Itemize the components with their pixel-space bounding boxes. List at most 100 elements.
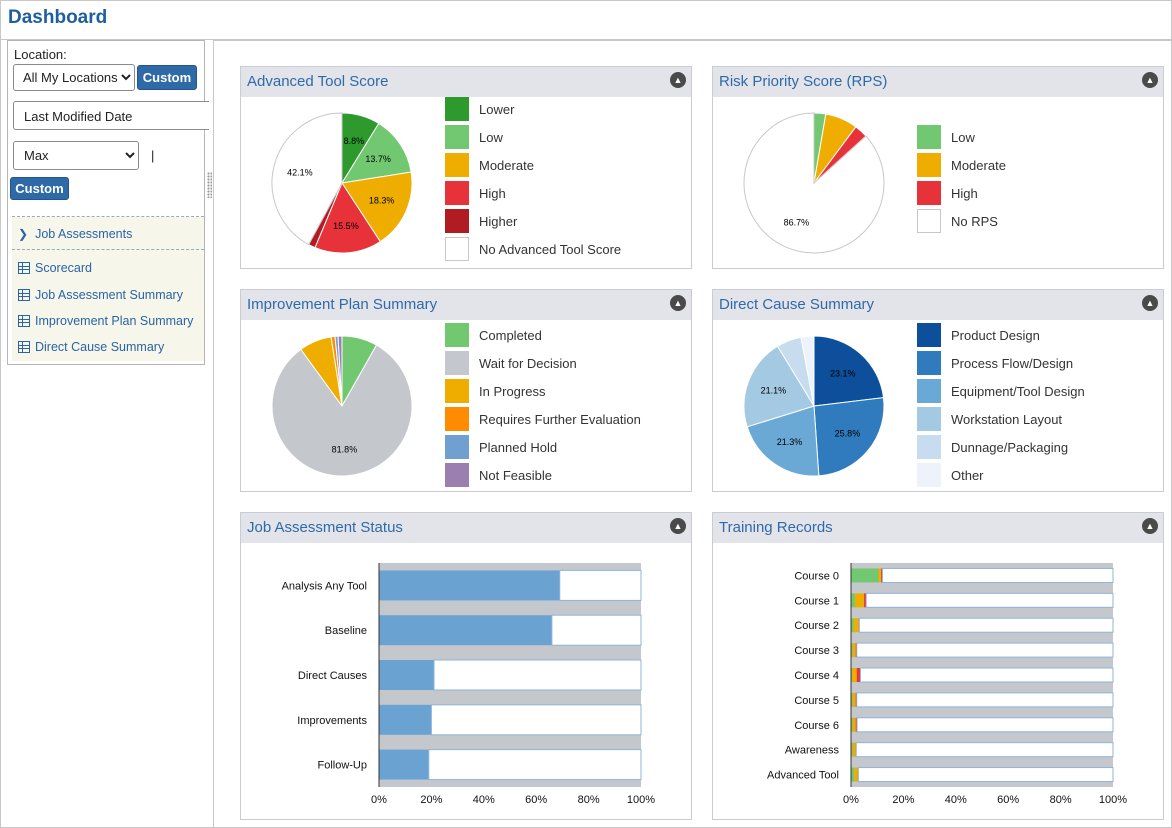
bar-course-2-3[interactable] [858,617,1114,633]
location-custom-button[interactable]: Custom [137,65,197,90]
collapse-icon[interactable]: ▲ [670,72,686,88]
pie-slice-wait-for-decision[interactable] [271,344,413,477]
legend-item-completed[interactable]: Completed [445,323,542,347]
pie-slice-equipment-tool-design[interactable] [746,405,820,477]
bar-course-0-3[interactable] [881,567,1114,583]
bar-awareness-3[interactable] [855,742,1114,758]
panel-title: Job Assessment Status [247,519,403,536]
bar-course-1-3[interactable] [865,592,1114,608]
resize-handle[interactable] [207,172,212,198]
legend-item-in-progress[interactable]: In Progress [445,379,545,403]
legend-item-wait-for-decision[interactable]: Wait for Decision [445,351,577,375]
legend-item-high[interactable]: High [917,181,978,205]
bar-direct-causes-0[interactable] [379,660,435,690]
legend-item-moderate[interactable]: Moderate [445,153,534,177]
collapse-icon[interactable]: ▲ [1142,518,1158,534]
pie-slice-no-rps[interactable] [743,112,885,254]
legend-item-moderate[interactable]: Moderate [917,153,1006,177]
bar-awareness-0[interactable] [851,742,853,757]
legend-item-product-design[interactable]: Product Design [917,323,1040,347]
bar-direct-causes-1[interactable] [433,659,642,691]
date-custom-button[interactable]: Custom [10,177,69,200]
bar-advanced-tool-3[interactable] [857,767,1114,783]
location-select[interactable]: All My Locations [13,64,135,91]
legend-item-workstation-layout[interactable]: Workstation Layout [917,407,1062,431]
bar-analysis-any-tool-0[interactable] [379,570,560,601]
pie-slice-product-design[interactable] [813,335,885,407]
bar-course-4-2[interactable] [856,668,861,682]
pie-slice-no-advanced-tool-score[interactable] [271,112,343,246]
nav-job-assessments[interactable]: ❯ Job Assessments [18,227,132,241]
collapse-icon[interactable]: ▲ [1142,295,1158,311]
bar-course-1-0[interactable] [851,593,855,608]
legend-item-higher[interactable]: Higher [445,209,517,233]
bar-baseline-0[interactable] [379,615,552,646]
collapse-icon[interactable]: ▲ [670,295,686,311]
legend-item-no-advanced-tool-score[interactable]: No Advanced Tool Score [445,237,621,261]
bar-advanced-tool-0[interactable] [851,767,855,782]
collapse-icon[interactable]: ▲ [1142,72,1158,88]
pie-slice-process-flow-design[interactable] [813,397,885,477]
legend-item-other[interactable]: Other [917,463,984,487]
pie-slice-other[interactable] [800,335,815,407]
bar-course-6-1[interactable] [852,717,856,732]
legend-item-requires-further-evaluation[interactable]: Requires Further Evaluation [445,407,641,431]
nav-label: Improvement Plan Summary [35,314,194,328]
bar-baseline-1[interactable] [551,614,642,646]
bar-course-3-3[interactable] [856,642,1114,658]
legend-swatch [445,379,469,403]
bar-course-0-1[interactable] [878,568,882,583]
legend-item-low[interactable]: Low [445,125,503,149]
bar-course-6-3[interactable] [856,717,1114,733]
bar-course-3-1[interactable] [852,643,856,658]
legend-item-lower[interactable]: Lower [445,97,514,121]
legend-item-equipment-tool-design[interactable]: Equipment/Tool Design [917,379,1085,403]
nav-scorecard[interactable]: Scorecard [18,261,92,275]
legend-item-high[interactable]: High [445,181,506,205]
nav-improvement-plan-summary[interactable]: Improvement Plan Summary [18,314,193,328]
legend-item-not-feasible[interactable]: Not Feasible [445,463,552,487]
pie-slice-low[interactable] [341,122,412,184]
bar-course-2-1[interactable] [853,618,859,633]
bar-course-0-0[interactable] [851,568,879,583]
date-field-select[interactable]: Last Modified Date [13,101,209,130]
bar-course-1-1[interactable] [854,593,865,608]
bar-course-1-2[interactable] [864,593,867,608]
pie-slice-workstation-layout[interactable] [743,345,815,428]
bar-course-5-2[interactable] [855,692,857,707]
bar-analysis-any-tool-1[interactable] [559,569,642,601]
x-tick-label: 100% [1099,794,1127,806]
bar-follow-up-1[interactable] [428,749,642,781]
bar-course-5-0[interactable] [851,692,853,707]
bar-awareness-1[interactable] [852,742,856,757]
pie-slice-moderate[interactable] [341,171,413,243]
bar-improvements-0[interactable] [379,704,432,735]
bar-course-5-1[interactable] [852,692,856,707]
legend-item-process-flow-design[interactable]: Process Flow/Design [917,351,1073,375]
bar-course-5-3[interactable] [856,692,1114,708]
bar-course-6-2[interactable] [855,717,858,732]
bar-improvements-1[interactable] [430,704,642,736]
bar-course-4-0[interactable] [851,668,853,682]
nav-job-assessment-summary[interactable]: Job Assessment Summary [18,288,183,302]
legend-item-low[interactable]: Low [917,125,975,149]
bar-course-2-0[interactable] [851,618,854,633]
bar-course-3-2[interactable] [855,643,857,658]
legend-item-planned-hold[interactable]: Planned Hold [445,435,557,459]
legend-swatch [445,463,469,487]
legend-item-dunnage-packaging[interactable]: Dunnage/Packaging [917,435,1068,459]
bar-course-6-0[interactable] [851,717,853,732]
panel-improvement-plan-summary: Improvement Plan Summary ▲ 81.8% Completed… [240,289,692,492]
bar-advanced-tool-1[interactable] [854,767,858,782]
pie-slice-not-feasible[interactable] [337,335,343,407]
bar-course-3-0[interactable] [851,643,853,658]
collapse-icon[interactable]: ▲ [670,518,686,534]
pie-slice-high[interactable] [314,181,381,254]
bar-course-4-3[interactable] [859,667,1114,683]
bar-follow-up-0[interactable] [379,749,429,780]
nav-direct-cause-summary[interactable]: Direct Cause Summary [18,340,164,354]
date-range-select[interactable]: Max [13,141,139,170]
bar-course-0-2[interactable] [881,568,883,583]
bar-course-4-1[interactable] [852,668,857,682]
legend-item-no-rps[interactable]: No RPS [917,209,998,233]
